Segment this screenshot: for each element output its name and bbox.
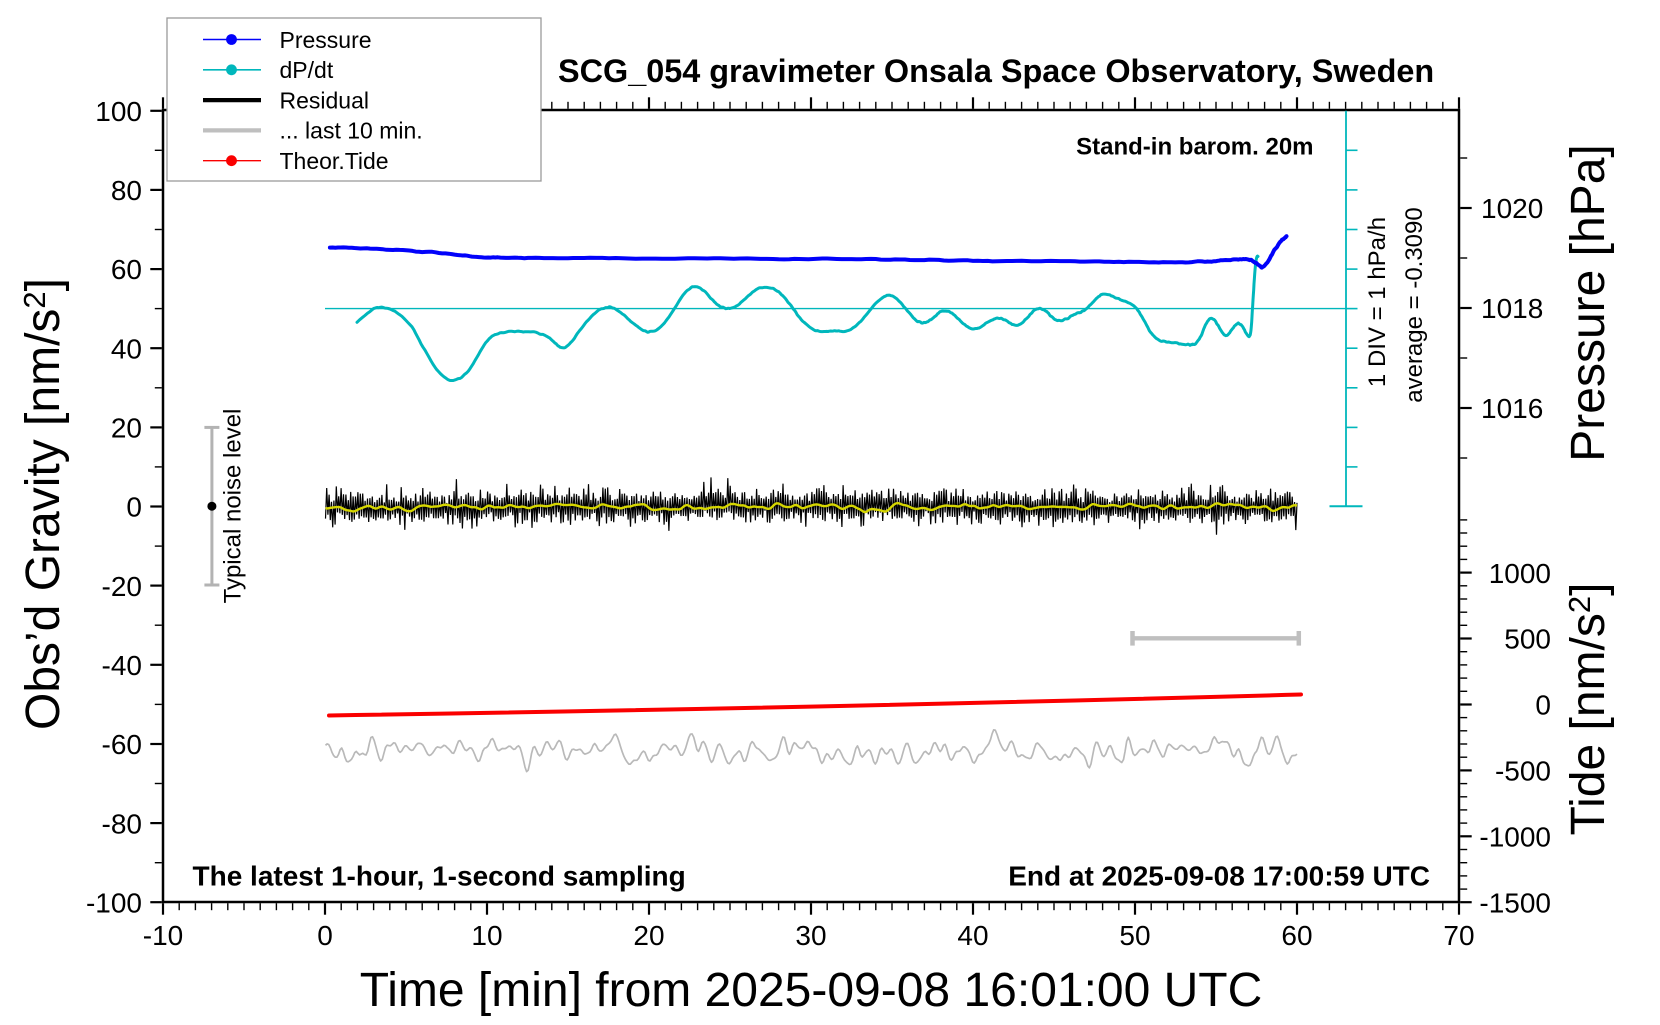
svg-text:End at 2025-09-08 17:00:59 UTC: End at 2025-09-08 17:00:59 UTC (1008, 861, 1430, 892)
svg-text:-500: -500 (1495, 756, 1551, 787)
svg-text:1000: 1000 (1489, 558, 1551, 589)
svg-text:60: 60 (111, 254, 142, 285)
svg-text:1020: 1020 (1481, 193, 1543, 224)
svg-text:-1500: -1500 (1479, 888, 1551, 919)
svg-text:100: 100 (95, 96, 142, 127)
svg-text:0: 0 (126, 492, 142, 523)
svg-text:Theor.Tide: Theor.Tide (280, 148, 389, 174)
svg-text:Tide [nm/s2]: Tide [nm/s2] (1562, 583, 1615, 836)
svg-text:-100: -100 (86, 888, 142, 919)
svg-text:Time [min] from 2025-09-08 16:: Time [min] from 2025-09-08 16:01:00 UTC (360, 964, 1263, 1017)
svg-text:1016: 1016 (1481, 393, 1543, 424)
svg-text:-80: -80 (102, 808, 142, 839)
svg-text:Obs’d Gravity [nm/s2]: Obs’d Gravity [nm/s2] (17, 278, 70, 730)
svg-text:-10: -10 (143, 920, 183, 951)
svg-text:SCG_054 gravimeter Onsala Spac: SCG_054 gravimeter Onsala Space Observat… (558, 53, 1434, 89)
svg-text:30: 30 (795, 920, 826, 951)
svg-text:10: 10 (471, 920, 502, 951)
svg-text:1018: 1018 (1481, 293, 1543, 324)
svg-text:0: 0 (1535, 690, 1551, 721)
svg-text:-1000: -1000 (1479, 822, 1551, 853)
svg-text:60: 60 (1281, 920, 1312, 951)
svg-text:The latest 1-hour, 1-second sa: The latest 1-hour, 1-second sampling (193, 861, 686, 892)
svg-text:1 DIV = 1 hPa/h: 1 DIV = 1 hPa/h (1364, 217, 1391, 387)
svg-text:40: 40 (957, 920, 988, 951)
svg-text:80: 80 (111, 175, 142, 206)
svg-text:40: 40 (111, 333, 142, 364)
svg-text:Stand-in barom. 20m: Stand-in barom. 20m (1076, 134, 1313, 161)
svg-text:50: 50 (1119, 920, 1150, 951)
svg-text:average = -0.3090: average = -0.3090 (1401, 207, 1428, 402)
svg-text:20: 20 (111, 413, 142, 444)
svg-text:dP/dt: dP/dt (280, 57, 334, 83)
svg-text:Pressure: Pressure (280, 27, 372, 53)
svg-text:Pressure [hPa]: Pressure [hPa] (1562, 144, 1615, 461)
svg-text:-60: -60 (102, 729, 142, 760)
svg-text:-20: -20 (102, 571, 142, 602)
svg-text:0: 0 (317, 920, 333, 951)
svg-text:-40: -40 (102, 650, 142, 681)
svg-text:Residual: Residual (280, 87, 370, 113)
svg-text:20: 20 (633, 920, 664, 951)
svg-text:... last 10 min.: ... last 10 min. (280, 118, 423, 144)
svg-text:500: 500 (1504, 624, 1551, 655)
svg-text:Typical noise level: Typical noise level (220, 409, 247, 604)
svg-text:70: 70 (1443, 920, 1474, 951)
